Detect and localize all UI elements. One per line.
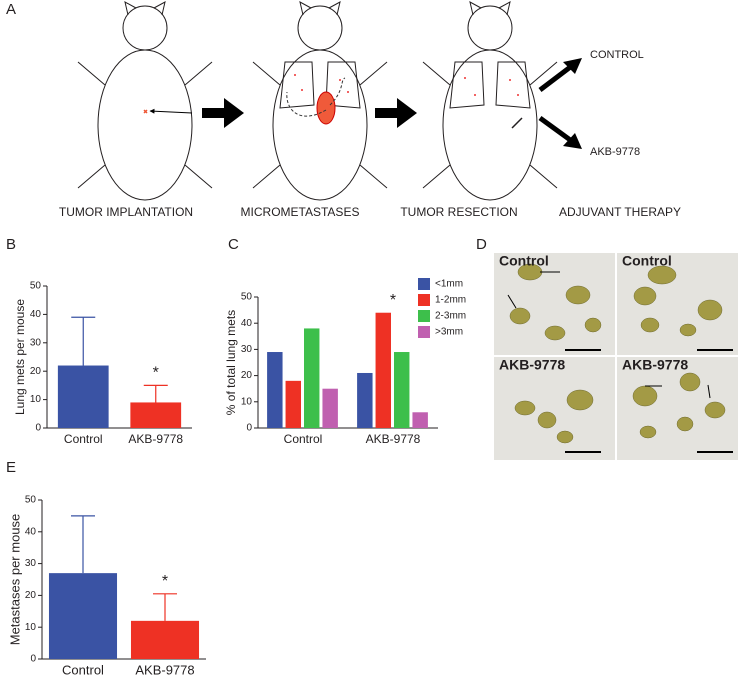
bar — [375, 312, 391, 428]
outcome-label: CONTROL — [590, 49, 644, 61]
y-tick-label: 50 — [30, 281, 42, 292]
mouse-diagram — [77, 1, 582, 201]
bar — [57, 365, 109, 428]
y-axis-label: % of total lung mets — [224, 310, 238, 415]
x-tick-label: Control — [62, 662, 104, 677]
legend-swatch — [418, 326, 430, 338]
bar — [267, 352, 283, 428]
error-bar — [71, 316, 96, 366]
significance-mark: * — [162, 573, 168, 590]
bar — [48, 573, 118, 659]
step-label: MICROMETASTASES — [241, 205, 360, 219]
photo-label: AKB-9778 — [622, 357, 688, 373]
step-label: ADJUVANT THERAPY — [559, 205, 681, 219]
y-tick-label: 0 — [246, 423, 252, 434]
y-tick-label: 20 — [25, 590, 37, 601]
significance-mark: * — [153, 365, 159, 382]
legend-label: 2-3mm — [435, 311, 466, 322]
legend-swatch — [418, 294, 430, 306]
bar — [285, 380, 301, 428]
y-tick-label: 30 — [25, 558, 37, 569]
bar — [412, 412, 428, 428]
y-tick-label: 20 — [241, 370, 253, 381]
y-tick-label: 50 — [241, 292, 253, 303]
legend-label: >3mm — [435, 327, 463, 338]
bar — [130, 402, 182, 428]
y-tick-label: 30 — [241, 344, 253, 355]
significance-mark: * — [390, 292, 396, 309]
error-bar — [143, 384, 168, 403]
legend-swatch — [418, 310, 430, 322]
y-tick-label: 40 — [30, 309, 42, 320]
photo-label: Control — [622, 253, 672, 269]
legend-label: 1-2mm — [435, 295, 466, 306]
legend-swatch — [418, 278, 430, 290]
error-bar — [71, 515, 95, 574]
error-bar — [153, 593, 177, 621]
y-tick-label: 0 — [30, 654, 36, 665]
x-tick-label: AKB-9778 — [128, 432, 183, 446]
x-tick-label: AKB-9778 — [366, 432, 421, 446]
legend-label: <1mm — [435, 279, 463, 290]
y-axis-label: Lung mets per mouse — [13, 299, 27, 415]
outcome-label: AKB-9778 — [590, 146, 640, 158]
bar — [357, 372, 373, 428]
y-tick-label: 0 — [35, 423, 41, 434]
step-label: TUMOR RESECTION — [400, 205, 517, 219]
bar — [322, 388, 338, 428]
x-tick-label: Control — [64, 432, 103, 446]
bar — [394, 352, 410, 428]
y-tick-label: 40 — [241, 318, 253, 329]
y-tick-label: 20 — [30, 366, 42, 377]
panel-letter: A — [6, 1, 16, 18]
y-axis-label: Metastases per mouse — [7, 514, 22, 646]
y-tick-label: 10 — [241, 396, 253, 407]
panel-letter: E — [6, 459, 16, 476]
x-tick-label: Control — [284, 432, 323, 446]
y-tick-label: 50 — [25, 495, 37, 506]
y-tick-label: 40 — [25, 526, 37, 537]
y-tick-label: 10 — [30, 394, 42, 405]
panel-letter: C — [228, 236, 239, 253]
y-tick-label: 30 — [30, 337, 42, 348]
panel-letter: B — [6, 236, 16, 253]
x-tick-label: AKB-9778 — [135, 662, 194, 677]
photo-label: AKB-9778 — [499, 357, 565, 373]
panel-letter: D — [476, 236, 487, 253]
y-tick-label: 10 — [25, 622, 37, 633]
bar — [130, 620, 200, 659]
bar — [304, 328, 320, 428]
lung-photos — [494, 253, 738, 460]
step-label: TUMOR IMPLANTATION — [59, 205, 193, 219]
photo-label: Control — [499, 253, 549, 269]
